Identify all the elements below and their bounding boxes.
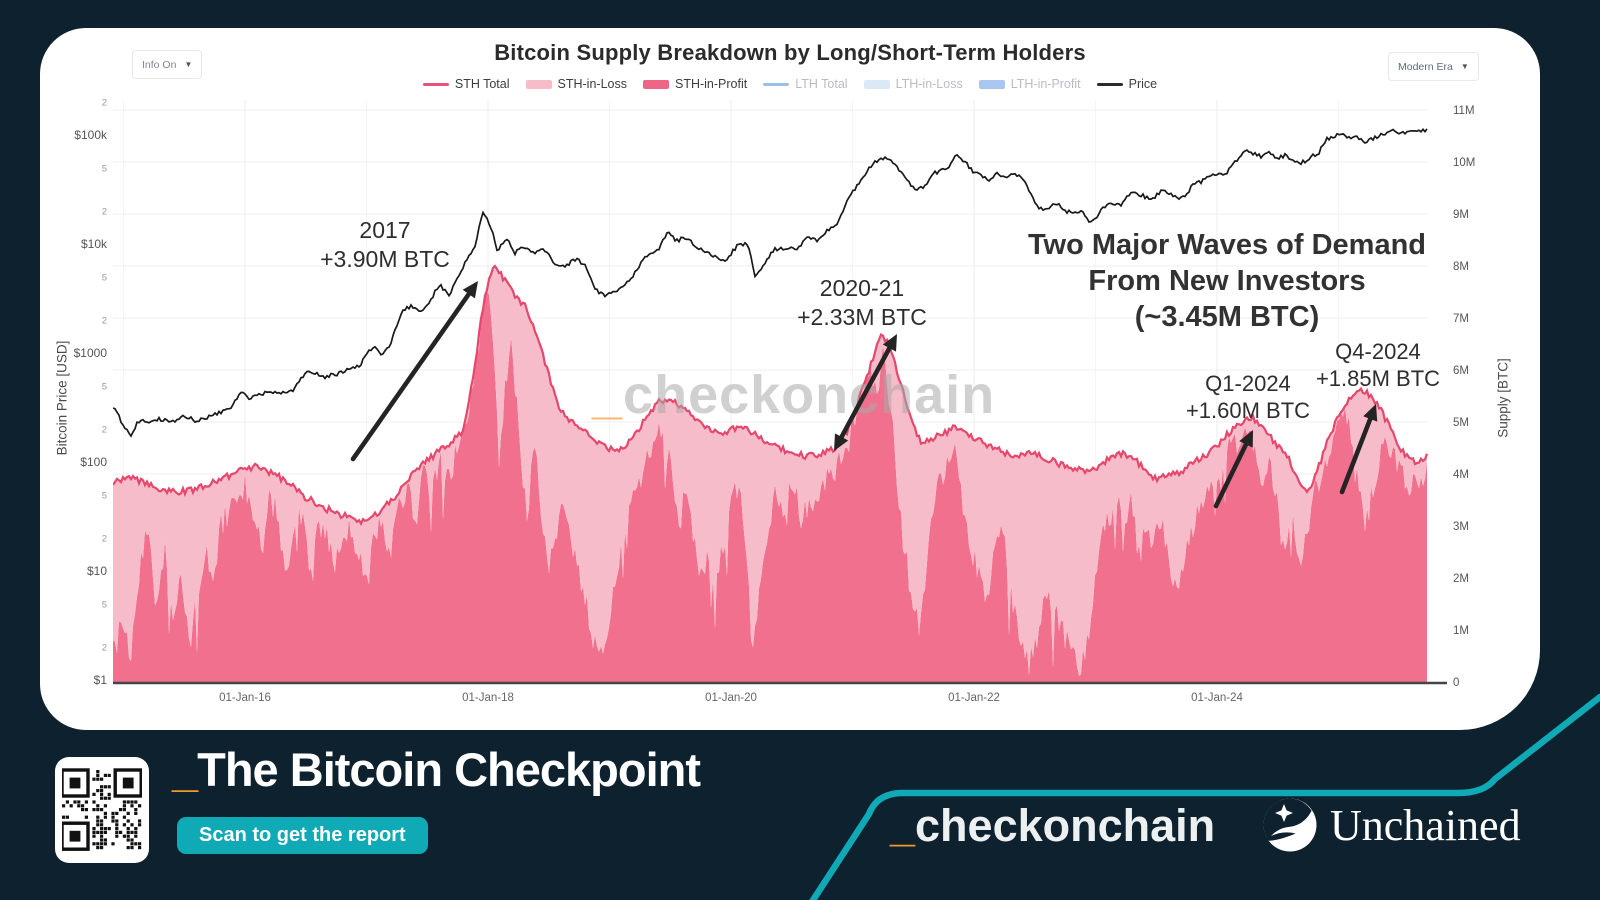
svg-text:1M: 1M bbox=[1453, 625, 1469, 637]
svg-text:01-Jan-16: 01-Jan-16 bbox=[219, 692, 271, 704]
svg-text:01-Jan-24: 01-Jan-24 bbox=[1191, 692, 1243, 704]
legend-swatch-icon bbox=[1096, 82, 1123, 86]
svg-text:5M: 5M bbox=[1453, 417, 1469, 429]
legend-item-lth-total[interactable]: LTH Total bbox=[763, 77, 848, 91]
svg-text:$10: $10 bbox=[87, 564, 107, 578]
price-axis-title: Bitcoin Price [USD] bbox=[54, 340, 70, 456]
info-on-label: Info On bbox=[142, 58, 177, 71]
legend-item-lth-in-profit[interactable]: LTH-in-Profit bbox=[978, 77, 1081, 91]
legend-swatch-icon bbox=[525, 79, 552, 89]
legend-item-sth-total[interactable]: STH Total bbox=[422, 77, 510, 91]
chart-title: Bitcoin Supply Breakdown by Long/Short-T… bbox=[494, 40, 1086, 65]
logo-swoosh bbox=[1266, 832, 1296, 841]
legend-swatch-icon bbox=[978, 79, 1005, 89]
svg-text:01-Jan-22: 01-Jan-22 bbox=[948, 692, 1000, 704]
svg-text:$100k: $100k bbox=[74, 128, 108, 142]
svg-text:5: 5 bbox=[102, 490, 107, 501]
svg-text:2: 2 bbox=[102, 98, 107, 109]
svg-text:5: 5 bbox=[102, 599, 107, 610]
legend-item-sth-in-profit[interactable]: STH-in-Profit bbox=[642, 77, 748, 91]
orange-underscore-icon: _ bbox=[172, 743, 198, 796]
legend-item-price[interactable]: Price bbox=[1096, 77, 1158, 91]
checkonchain-brand: _checkonchain bbox=[890, 800, 1216, 851]
unchained-logo-icon bbox=[1263, 798, 1317, 852]
svg-text:2: 2 bbox=[102, 643, 107, 654]
svg-text:$1: $1 bbox=[94, 673, 108, 687]
annotation-q1-2024: Q1-2024 +1.60M BTC bbox=[1185, 371, 1311, 424]
chart-card: Info On ▼ Modern Era ▼ Bitcoin Supply Br… bbox=[40, 28, 1540, 730]
svg-text:01-Jan-20: 01-Jan-20 bbox=[705, 692, 757, 704]
legend-swatch-icon bbox=[642, 79, 669, 89]
svg-text:11M: 11M bbox=[1453, 105, 1475, 117]
info-on-dropdown[interactable]: Info On ▼ bbox=[132, 50, 203, 79]
svg-text:2M: 2M bbox=[1453, 573, 1469, 585]
svg-text:9M: 9M bbox=[1453, 209, 1469, 221]
svg-text:4M: 4M bbox=[1453, 469, 1469, 481]
svg-text:5: 5 bbox=[102, 381, 107, 392]
svg-text:0: 0 bbox=[1453, 677, 1459, 689]
unchained-label: Unchained bbox=[1330, 800, 1521, 850]
orange-underscore-icon: _ bbox=[890, 800, 916, 851]
svg-text:5: 5 bbox=[102, 163, 107, 174]
svg-text:3M: 3M bbox=[1453, 521, 1469, 533]
legend-label: STH Total bbox=[454, 77, 510, 91]
sparkle-star-icon bbox=[1275, 804, 1293, 822]
annotation-wave-2020-21: 2020-21 +2.33M BTC bbox=[797, 275, 927, 330]
svg-text:01-Jan-18: 01-Jan-18 bbox=[462, 692, 514, 704]
svg-text:2: 2 bbox=[102, 207, 107, 218]
svg-text:2: 2 bbox=[102, 425, 107, 436]
legend-label: LTH-in-Profit bbox=[1010, 77, 1081, 91]
chart-legend: STH Total STH-in-Loss STH-in-Profit LTH Tot… bbox=[40, 77, 1540, 91]
legend-label: STH-in-Loss bbox=[557, 77, 627, 91]
scan-report-button[interactable]: Scan to get the report bbox=[177, 817, 428, 854]
era-label: Modern Era bbox=[1398, 60, 1453, 73]
annotation-wave-2017: 2017 +3.90M BTC bbox=[320, 217, 450, 272]
qr-code-icon bbox=[55, 757, 149, 863]
legend-label: STH-in-Profit bbox=[674, 77, 748, 91]
svg-text:2: 2 bbox=[102, 316, 107, 327]
supply-axis-title: Supply [BTC] bbox=[1495, 358, 1511, 438]
annotation-q4-2024: Q4-2024 +1.85M BTC bbox=[1315, 339, 1441, 392]
svg-text:8M: 8M bbox=[1453, 261, 1469, 273]
svg-text:2: 2 bbox=[102, 534, 107, 545]
legend-label: LTH Total bbox=[795, 77, 848, 91]
svg-text:7M: 7M bbox=[1453, 313, 1469, 325]
legend-label: LTH-in-Loss bbox=[895, 77, 963, 91]
era-dropdown[interactable]: Modern Era ▼ bbox=[1388, 52, 1479, 81]
svg-text:5: 5 bbox=[102, 272, 107, 283]
svg-text:$1000: $1000 bbox=[74, 346, 108, 360]
legend-item-sth-in-loss[interactable]: STH-in-Loss bbox=[525, 77, 627, 91]
footer-title: _The Bitcoin Checkpoint bbox=[172, 743, 701, 796]
legend-swatch-icon bbox=[863, 79, 890, 89]
annotation-two-major-waves: Two Major Waves of Demand From New Invest… bbox=[1028, 229, 1426, 333]
svg-text:$100: $100 bbox=[80, 455, 107, 469]
svg-text:6M: 6M bbox=[1453, 365, 1469, 377]
legend-item-lth-in-loss[interactable]: LTH-in-Loss bbox=[863, 77, 963, 91]
svg-text:$10k: $10k bbox=[81, 237, 108, 251]
svg-text:10M: 10M bbox=[1453, 157, 1475, 169]
legend-label: Price bbox=[1128, 77, 1158, 91]
legend-swatch-icon bbox=[763, 82, 790, 86]
legend-swatch-icon bbox=[422, 82, 449, 86]
caret-down-icon: ▼ bbox=[1460, 62, 1469, 71]
unchained-brand: Unchained bbox=[1262, 797, 1521, 853]
caret-down-icon: ▼ bbox=[184, 60, 193, 69]
